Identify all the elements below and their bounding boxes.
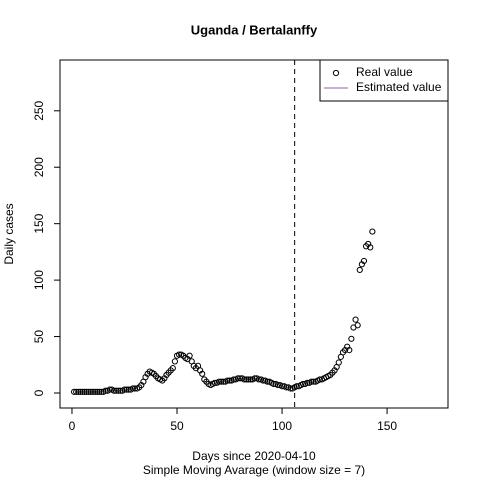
data-point — [352, 316, 359, 323]
data-point — [215, 378, 223, 385]
data-point — [169, 365, 176, 372]
data-point — [199, 370, 206, 377]
data-point — [241, 376, 248, 383]
legend-label: Estimated value — [356, 80, 442, 94]
data-point — [220, 378, 227, 385]
data-point — [308, 378, 315, 385]
data-point — [70, 388, 78, 395]
data-point — [73, 388, 80, 395]
data-point — [106, 386, 113, 393]
x-tick-label: 100 — [272, 419, 292, 433]
data-point — [110, 387, 118, 394]
data-point — [310, 378, 317, 385]
data-point — [102, 387, 109, 394]
data-point — [264, 378, 271, 385]
chart-title: Uganda / Bertalanffy — [191, 22, 318, 37]
data-point — [335, 359, 342, 366]
data-point — [125, 386, 132, 393]
data-point — [94, 388, 101, 395]
data-point — [234, 375, 242, 382]
data-point — [89, 388, 97, 395]
y-tick-label: 150 — [32, 213, 46, 233]
data-point — [245, 376, 252, 383]
data-point — [123, 386, 130, 393]
data-point — [75, 388, 82, 395]
x-axis-label: Days since 2020-04-10 — [192, 449, 316, 463]
y-axis-label: Daily cases — [2, 203, 16, 264]
legend-marker — [332, 69, 340, 77]
y-tick-label: 50 — [32, 330, 46, 344]
data-point — [79, 388, 86, 395]
data-point — [218, 378, 225, 385]
legend-box — [319, 59, 449, 102]
subtitle: Simple Moving Avarage (window size = 7) — [143, 463, 365, 477]
data-point — [131, 385, 139, 392]
legend-label: Real value — [356, 65, 413, 79]
data-point — [87, 388, 94, 395]
data-point — [255, 376, 263, 383]
data-point — [299, 380, 307, 388]
data-point — [83, 388, 90, 395]
data-point — [360, 257, 368, 265]
data-point — [121, 386, 128, 393]
plot-frame — [59, 59, 449, 409]
data-point — [236, 375, 244, 382]
data-point — [230, 376, 237, 383]
x-tick-label: 0 — [69, 419, 76, 433]
data-point — [369, 228, 376, 235]
data-point — [77, 388, 84, 395]
x-tick-label: 50 — [170, 419, 184, 433]
data-point — [283, 384, 290, 391]
data-point — [115, 387, 122, 394]
data-point — [304, 379, 311, 386]
data-point — [287, 385, 294, 392]
data-point — [247, 376, 254, 383]
y-tick-label: 100 — [32, 270, 46, 290]
data-point — [171, 358, 179, 365]
data-point — [176, 351, 183, 358]
data-point — [117, 387, 124, 394]
y-tick-label: 200 — [32, 157, 46, 177]
data-point — [348, 335, 355, 342]
data-point — [354, 322, 361, 329]
data-point — [112, 387, 120, 394]
data-point — [91, 388, 99, 395]
y-tick-label: 250 — [32, 100, 46, 120]
data-point — [251, 375, 258, 382]
data-point — [346, 346, 353, 354]
y-tick-label: 0 — [32, 389, 46, 396]
data-point — [243, 376, 250, 383]
data-point — [224, 377, 231, 384]
x-tick-label: 150 — [377, 419, 397, 433]
data-point — [98, 388, 105, 395]
data-point — [293, 383, 300, 390]
data-point — [81, 388, 88, 395]
data-point — [226, 377, 233, 384]
data-point — [270, 380, 277, 388]
data-point — [260, 377, 267, 384]
data-point — [186, 352, 193, 359]
data-point — [274, 381, 281, 389]
data-point — [367, 244, 374, 251]
data-point — [96, 388, 103, 395]
data-point — [316, 376, 323, 383]
data-point — [85, 388, 92, 395]
data-point — [278, 383, 286, 390]
data-point — [356, 266, 363, 274]
data-point — [129, 385, 136, 392]
data-point — [211, 379, 218, 386]
